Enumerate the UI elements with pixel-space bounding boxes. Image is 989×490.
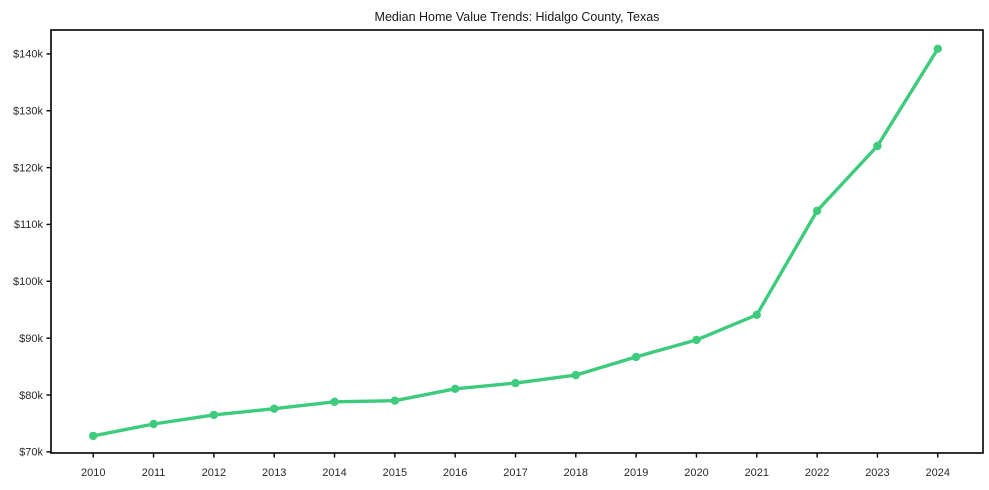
y-tick-label: $130k — [13, 106, 43, 118]
data-point-marker — [933, 44, 942, 53]
data-point-marker — [631, 352, 641, 362]
data-point-marker — [511, 378, 520, 388]
x-tick-label: 2023 — [865, 467, 889, 479]
x-tick-label: 2017 — [503, 467, 527, 479]
data-point-marker — [149, 419, 158, 429]
data-point-marker — [270, 404, 279, 413]
x-tick-label: 2012 — [202, 467, 226, 479]
plot-frame — [50, 29, 984, 454]
y-tick-label: $140k — [13, 49, 43, 61]
data-point-marker — [873, 141, 882, 151]
data-point-marker — [812, 206, 822, 215]
x-tick-label: 2013 — [262, 467, 286, 479]
x-tick-label: 2018 — [564, 467, 588, 479]
y-tick-label: $80k — [19, 390, 43, 402]
x-tick-label: 2014 — [322, 467, 346, 479]
data-point-marker — [89, 431, 98, 441]
y-tick-label: $70k — [19, 447, 43, 459]
x-tick-label: 2020 — [684, 467, 708, 479]
y-tick-label: $100k — [13, 276, 43, 288]
x-tick-label: 2019 — [624, 467, 648, 479]
plot-area: $70k $80k $90k $100k $110k $120k $130k $140k 201… — [13, 29, 984, 479]
x-tick-label: 2016 — [443, 467, 467, 479]
x-tick-label: 2024 — [926, 467, 950, 479]
x-tick-label: 2010 — [81, 467, 105, 479]
series-line — [91, 47, 940, 438]
y-tick-label: $120k — [13, 162, 43, 174]
x-tick-label: 2015 — [383, 467, 407, 479]
data-point-marker — [752, 310, 761, 319]
y-tick-label: $110k — [14, 219, 44, 231]
data-point-marker — [390, 396, 399, 405]
data-point-marker — [330, 397, 339, 406]
data-point-marker — [451, 384, 460, 393]
chart-title: Median Home Value Trends: Hidalgo County… — [375, 10, 660, 24]
x-tick-label: 2011 — [142, 467, 166, 479]
y-tick-label: $90k — [19, 333, 43, 345]
x-tick-label: 2021 — [745, 467, 769, 479]
data-point-marker — [571, 370, 580, 380]
data-point-marker — [209, 410, 219, 420]
data-point-marker — [692, 335, 701, 345]
x-tick-label: 2022 — [805, 467, 829, 479]
